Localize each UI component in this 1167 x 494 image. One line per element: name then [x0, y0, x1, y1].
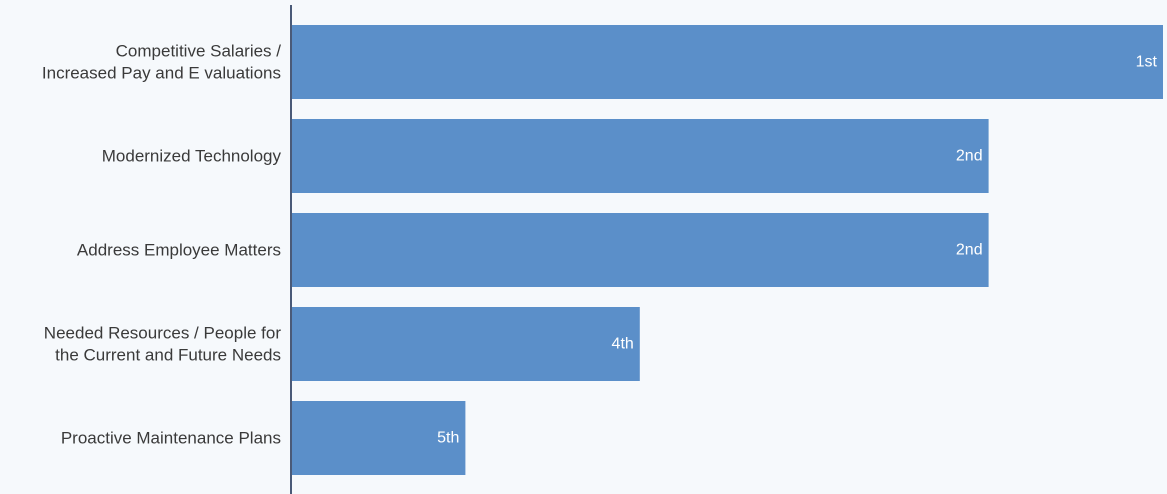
category-label-line: Needed Resources / People for: [44, 324, 282, 343]
bar: [291, 401, 466, 475]
bar: [291, 119, 989, 193]
category-label: Competitive Salaries / Increased Pay and …: [42, 42, 281, 83]
bar: [291, 213, 989, 287]
category-label: Proactive Maintenance Plans: [61, 429, 281, 448]
bar: [291, 25, 1163, 99]
bar-data-label: 5th: [437, 430, 459, 447]
category-label-line: Address Employee Matters: [77, 241, 281, 260]
category-label: Address Employee Matters: [77, 241, 281, 260]
bar-data-label: 2nd: [956, 242, 983, 259]
category-label-line: Competitive Salaries /: [116, 42, 282, 61]
bar-data-label: 2nd: [956, 148, 983, 165]
category-label: Needed Resources / People for the Current…: [44, 324, 282, 365]
category-labels-layer: Competitive Salaries / Increased Pay and …: [42, 42, 282, 448]
category-label-line: Increased Pay and E valuations: [42, 64, 281, 83]
category-label-line: Proactive Maintenance Plans: [61, 429, 281, 448]
bar: [291, 307, 640, 381]
category-label: Modernized Technology: [102, 147, 282, 166]
category-label-line: the Current and Future Needs: [55, 346, 281, 365]
bars-layer: 1st 2nd 2nd 4th 5th: [291, 25, 1163, 475]
bar-data-label: 4th: [612, 336, 634, 353]
category-label-line: Modernized Technology: [102, 147, 282, 166]
bar-data-label: 1st: [1136, 54, 1158, 71]
